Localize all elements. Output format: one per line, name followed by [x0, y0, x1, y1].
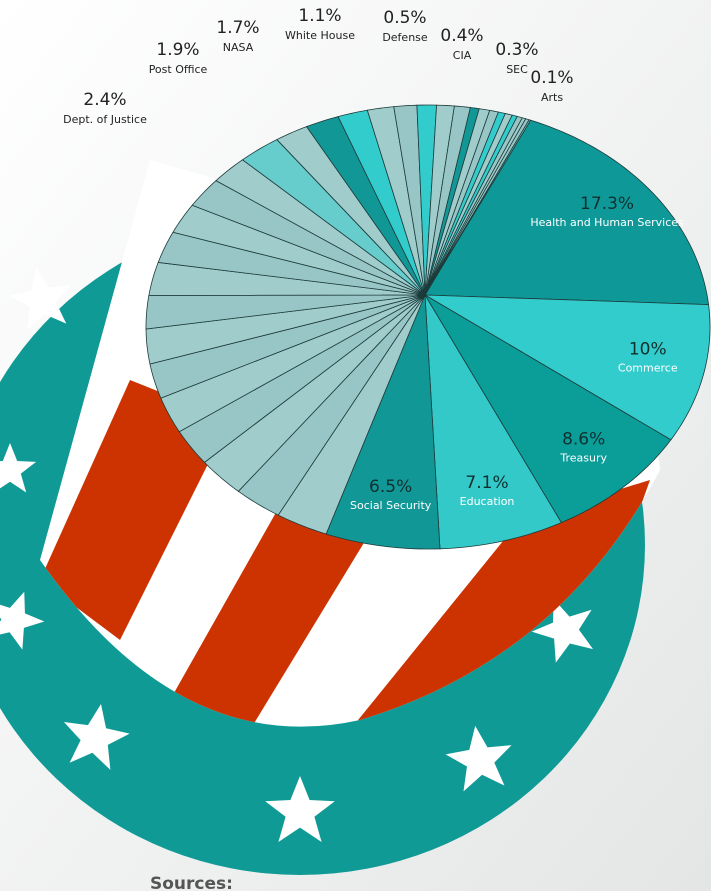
pie-slice	[424, 119, 710, 306]
slice-category-label: Social Security	[350, 499, 432, 512]
slice-category-label: NASA	[223, 41, 254, 54]
pie-slice	[424, 294, 562, 550]
pie-slice	[145, 294, 426, 330]
slice-value-label: 0.4%	[440, 26, 483, 46]
slice-category-label: Health and Human Services	[530, 216, 684, 229]
slice-category-label: Post Office	[149, 63, 208, 76]
pie-slice	[305, 116, 426, 296]
pie-slice	[172, 204, 426, 296]
slice-value-label: 6.5%	[369, 477, 412, 497]
pie-slice	[149, 294, 426, 399]
pie-slice	[241, 139, 426, 296]
slice-category-label: Commerce	[618, 362, 678, 375]
pie-slice	[276, 126, 426, 296]
slice-value-label: 1.1%	[298, 6, 341, 26]
slice-category-label: White House	[285, 29, 355, 42]
slice-value-label: 17.3%	[580, 194, 634, 214]
slice-value-label: 8.6%	[562, 430, 605, 450]
slice-value-label: 10%	[629, 340, 667, 360]
slice-value-label: 2.4%	[83, 90, 126, 110]
pie-slice	[145, 294, 426, 365]
pie-slice	[160, 294, 426, 433]
slice-category-label: Dept. of Justice	[63, 113, 147, 126]
pie-slice	[203, 294, 426, 492]
slice-value-label: 0.5%	[383, 8, 426, 28]
pie-slice	[178, 294, 426, 463]
pie-slice	[424, 118, 530, 296]
pie-slice	[148, 261, 426, 296]
slice-value-label: 1.9%	[156, 40, 199, 60]
pie-slice	[366, 106, 426, 296]
pie-slice	[337, 109, 426, 296]
pie-slice	[424, 294, 672, 524]
pie-slice	[393, 104, 426, 296]
pie-slice	[191, 180, 426, 296]
slice-value-label: 7.1%	[465, 473, 508, 493]
slice-category-label: Defense	[382, 31, 428, 44]
slice-value-label: 1.7%	[216, 18, 259, 38]
slice-category-label: Arts	[541, 91, 563, 104]
slice-category-label: Education	[460, 495, 515, 508]
slice-value-label: 0.3%	[495, 40, 538, 60]
pie-slice	[277, 294, 426, 535]
pie-slice	[325, 294, 441, 550]
pie: 17.3% Health and Human Services 10% Commerc…	[63, 6, 711, 550]
pie-slice	[215, 159, 426, 296]
slice-category-label: CIA	[453, 49, 472, 62]
pie-slice	[424, 294, 711, 441]
slice-category-label: Treasury	[559, 452, 607, 465]
slice-category-label: SEC	[506, 63, 528, 76]
pie-slice	[237, 294, 426, 516]
pie-slice	[157, 231, 426, 296]
slice-value-label: 0.1%	[530, 68, 573, 88]
sources-heading: Sources:	[150, 874, 233, 891]
